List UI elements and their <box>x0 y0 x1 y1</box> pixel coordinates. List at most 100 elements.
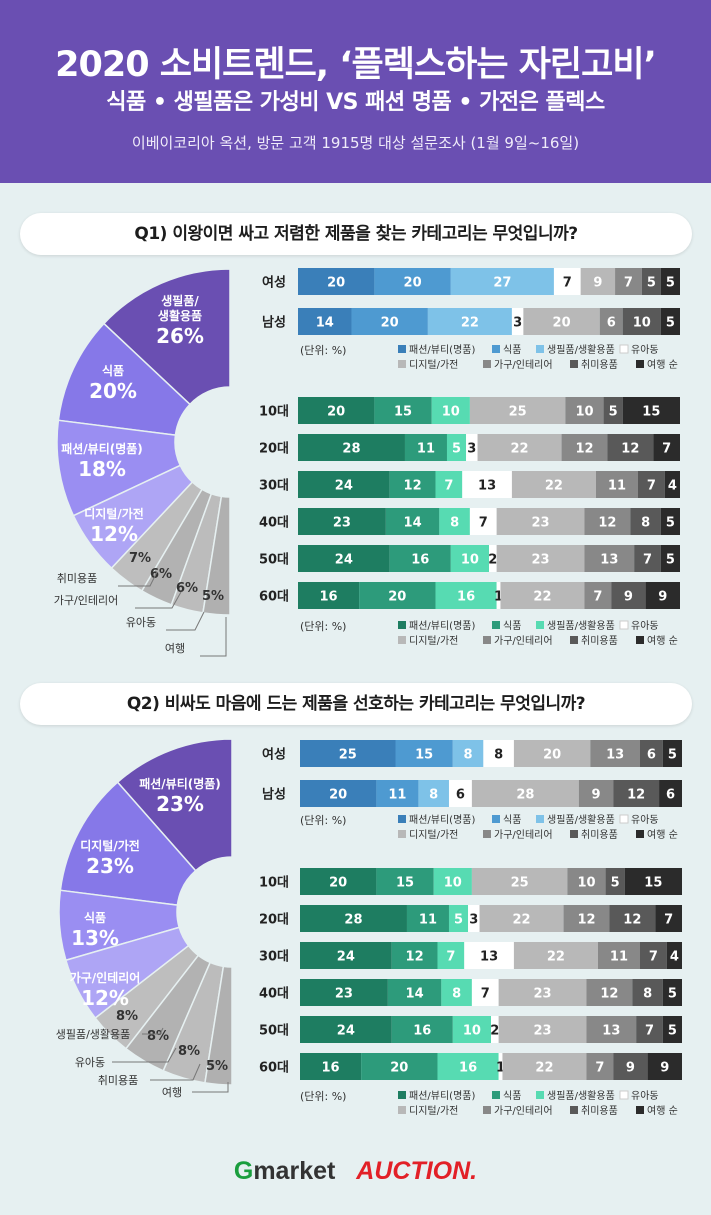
q1-age-legend-swatch <box>483 636 491 644</box>
q2-gender-segment <box>659 780 682 807</box>
q1-age-legend-swatch <box>570 636 578 644</box>
q2-age-legend-swatch <box>398 1091 406 1099</box>
q2-age-value-label: 24 <box>337 950 355 965</box>
q2-age-value-label: 9 <box>660 1061 669 1076</box>
q2-gender-segment <box>395 740 453 767</box>
q2-age-value-label: 7 <box>664 913 673 928</box>
q2-age-value-label: 11 <box>610 950 628 965</box>
q2-age-value-label: 11 <box>419 913 437 928</box>
q1-age-segment <box>561 434 608 461</box>
q1-age-segment <box>496 582 501 609</box>
q2-pie-slice-pct: 12% <box>81 986 129 1010</box>
q2-gender-legend-swatch <box>483 830 491 838</box>
q2-age-value-label: 5 <box>668 1024 677 1039</box>
q2-gender-value-label: 28 <box>516 788 534 803</box>
q1-age-legend-swatch <box>492 621 500 629</box>
q2-age-value-label: 4 <box>670 950 679 965</box>
q1-age-segment <box>611 582 646 609</box>
q1-gender-segment <box>622 308 661 335</box>
q2-pie-outer-label: 여행 <box>162 1086 182 1099</box>
q1-age-value-label: 22 <box>533 590 551 605</box>
q1-age-value-label: 16 <box>411 553 429 568</box>
q1-gender-value-label: 7 <box>624 276 633 291</box>
q1-age-segment <box>660 508 680 535</box>
q1-question: Q1) 이왕이면 싸고 저렴한 제품을 찾는 카테고리는 무엇입니까? <box>134 224 578 244</box>
q1-age-value-label: 12 <box>621 442 639 457</box>
q2-gender-value-label: 8 <box>429 788 438 803</box>
q1-pie-leader-line <box>166 611 205 631</box>
q2-age-value-label: 15 <box>396 876 414 891</box>
q2-pie-outer-label: 취미용품 <box>98 1074 138 1087</box>
q2-age-legend-swatch <box>536 1091 544 1099</box>
q2-gender-segment <box>590 740 640 767</box>
q1-pie-slice-pct: 7% <box>129 551 151 566</box>
main-title: 2020 소비트렌드, ‘플렉스하는 자린고비’ <box>55 45 657 85</box>
q2-age-row-label: 40대 <box>259 987 289 1002</box>
q1-age-value-label: 1 <box>494 590 503 605</box>
q2-age-segment <box>498 979 587 1006</box>
q1-gender-legend-swatch <box>636 360 644 368</box>
q1-age-value-label: 10 <box>575 405 593 420</box>
q2-gender-value-label: 6 <box>456 788 465 803</box>
q2-pie-slice-label: 패션/뷰티(명품) <box>139 776 221 791</box>
q1-gender-legend-label: 취미용품 <box>581 359 618 371</box>
q2-age-legend-label: 유아동 <box>631 1090 659 1102</box>
q2-age-segment <box>387 979 442 1006</box>
q1-age-row-label: 50대 <box>259 553 289 568</box>
q2-age-value-label: 1 <box>496 1061 505 1076</box>
q2-age-segment <box>586 1053 614 1080</box>
q2-age-segment <box>361 1053 438 1080</box>
q2-gender-segment <box>448 780 472 807</box>
q2-age-row-label: 30대 <box>259 950 289 965</box>
q2-age-value-label: 7 <box>481 987 490 1002</box>
q1-age-value-label: 5 <box>609 405 618 420</box>
q2-age-value-label: 20 <box>329 876 347 891</box>
q2-age-value-label: 12 <box>577 913 595 928</box>
q1-age-row-label: 10대 <box>259 405 289 420</box>
q1-age-value-label: 16 <box>320 590 338 605</box>
q1-pie-slice-pct: 26% <box>156 324 204 348</box>
q2-age-segment <box>452 1016 491 1043</box>
q2-age-value-label: 3 <box>469 913 478 928</box>
q2-age-segment <box>624 868 682 895</box>
q1-pie-slice <box>202 495 231 616</box>
q1-age-value-label: 15 <box>394 405 412 420</box>
q1-age-legend-label: 유아동 <box>631 620 659 632</box>
q1-gender-legend-swatch <box>398 345 406 353</box>
q1-pie-leader-line <box>118 571 158 587</box>
q2-gender-value-label: 8 <box>464 748 473 763</box>
q1-gender-value-label: 10 <box>633 316 651 331</box>
q2-age-segment <box>613 1053 648 1080</box>
q2-gender-legend-label: 여행 순 <box>647 829 678 841</box>
q2-pie-slice-label: 디지털/가전 <box>80 838 140 853</box>
q1-age-segment <box>645 582 680 609</box>
q2-age-segment <box>586 979 633 1006</box>
q2-age-segment <box>406 905 449 932</box>
q1-age-value-label: 12 <box>575 442 593 457</box>
q1-age-value-label: 22 <box>511 442 529 457</box>
q1-age-segment <box>389 471 436 498</box>
q2-age-segment <box>300 979 388 1006</box>
q1-pie-slice-pct: 12% <box>90 522 138 546</box>
q2-gender-value-label: 9 <box>592 788 601 803</box>
q2-pie-slice <box>204 965 233 1086</box>
q1-age-segment <box>431 397 470 424</box>
q2-age-segment <box>498 1053 503 1080</box>
q2-pie-leader-line <box>112 1047 177 1063</box>
q2-gender-legend-label: 취미용품 <box>581 829 618 841</box>
q1-age-value-label: 23 <box>532 553 550 568</box>
q2-pie-slice-pct: 8% <box>147 1029 169 1044</box>
q2-age-legend-swatch <box>492 1091 500 1099</box>
q1-pie-outer-label: 가구/인테리어 <box>54 594 118 607</box>
q1-age-value-label: 12 <box>598 516 616 531</box>
q1-gender-value-label: 20 <box>327 276 345 291</box>
q2-gender-segment <box>513 740 591 767</box>
q1-age-segment <box>450 545 489 572</box>
q2-gender-segment <box>483 740 514 767</box>
q1-age-segment <box>653 434 680 461</box>
q1-gender-segment <box>615 268 642 295</box>
q2-age-value-label: 8 <box>643 987 652 1002</box>
q2-age-segment <box>479 905 564 932</box>
q1-age-segment <box>496 545 585 572</box>
q2-age-value-label: 7 <box>595 1061 604 1076</box>
